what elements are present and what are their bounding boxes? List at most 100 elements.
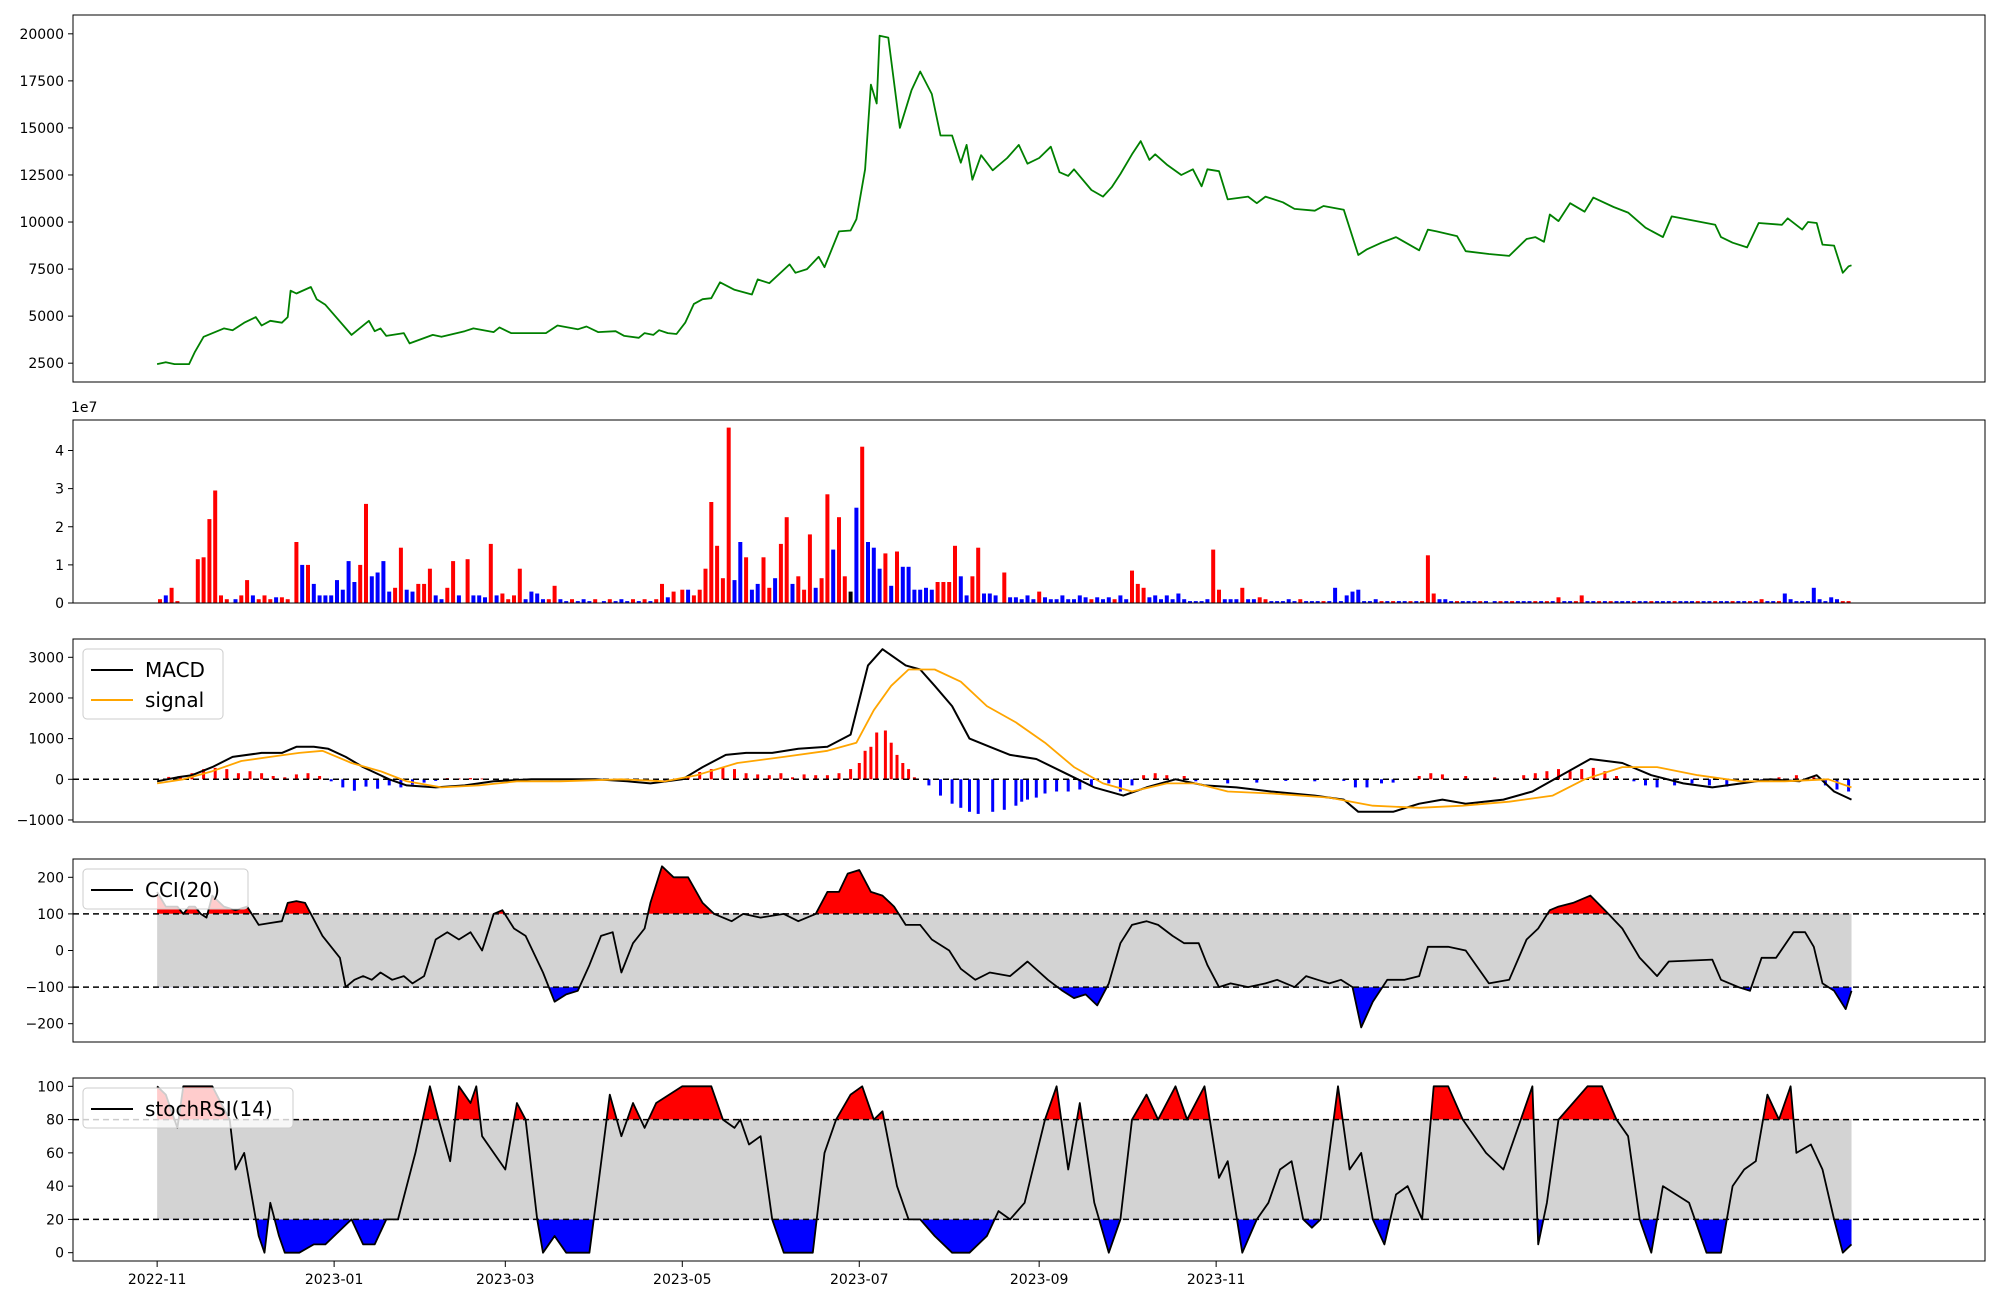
- volume-bar: [445, 587, 450, 604]
- volume-bar: [860, 446, 865, 603]
- volume-bar: [1106, 597, 1111, 603]
- volume-bar: [1304, 601, 1309, 603]
- volume-bar: [918, 589, 923, 603]
- volume-bar: [1602, 601, 1607, 603]
- volume-bar: [1643, 601, 1648, 603]
- volume-bar: [477, 595, 482, 603]
- histogram-bar: [779, 773, 783, 780]
- volume-bar: [1539, 601, 1544, 603]
- volume-bar: [1425, 555, 1430, 603]
- histogram-bar: [1391, 779, 1395, 783]
- volume-bar: [500, 593, 505, 603]
- histogram-bar: [1153, 773, 1157, 780]
- volume-bar: [1817, 599, 1822, 603]
- legend-label: stochRSI(14): [145, 1097, 273, 1121]
- volume-bar: [1391, 601, 1396, 603]
- volume-bar: [163, 595, 168, 603]
- volume-bar: [1147, 597, 1152, 603]
- volume-bar: [660, 583, 664, 603]
- histogram-bar: [1812, 777, 1816, 780]
- histogram-bar: [387, 779, 391, 786]
- neutral-band: [157, 1119, 1852, 1220]
- oversold-fill: [157, 1219, 1852, 1253]
- volume-bar: [993, 595, 998, 603]
- volume-bar: [837, 517, 841, 603]
- histogram-bar: [236, 773, 240, 780]
- histogram-bar: [1284, 779, 1288, 781]
- histogram-bar: [1417, 776, 1421, 780]
- volume-bar: [381, 561, 386, 603]
- volume-bar: [1504, 601, 1509, 603]
- histogram-bar: [213, 767, 217, 780]
- volume-bar: [720, 578, 725, 603]
- volume-bar: [987, 593, 992, 603]
- y-tick-label: 200: [37, 870, 64, 886]
- volume-bar: [564, 601, 569, 603]
- histogram-bar: [1342, 779, 1346, 781]
- volume-bar: [1286, 599, 1291, 603]
- volume-bar: [207, 519, 212, 603]
- x-tick-label: 2023-09: [1010, 1272, 1069, 1288]
- histogram-bar: [1603, 771, 1607, 780]
- volume-bar: [369, 576, 374, 603]
- histogram-bar: [1142, 775, 1146, 780]
- volume-bar: [715, 545, 720, 603]
- histogram-bar: [663, 779, 667, 781]
- volume-bar: [581, 599, 586, 603]
- volume-bar: [1385, 601, 1390, 603]
- histogram-bar: [767, 775, 771, 780]
- volume-bar: [268, 599, 273, 603]
- volume-bar: [364, 503, 368, 603]
- histogram-bar: [857, 763, 861, 780]
- panel-cci: CCI(20) −200 −100 0 100 200: [26, 858, 1986, 1043]
- histogram-bar: [469, 778, 472, 780]
- volume-bar: [1672, 601, 1677, 603]
- volume-bar: [201, 557, 206, 604]
- histogram-bar: [1615, 776, 1618, 780]
- histogram-bar: [225, 769, 229, 780]
- volume-bar: [1573, 601, 1578, 603]
- volume-bar: [219, 595, 223, 603]
- y-tick-label: 10000: [19, 215, 64, 231]
- volume-bar: [1048, 599, 1053, 603]
- volume-bar: [648, 601, 653, 603]
- volume-bar: [1176, 593, 1181, 603]
- volume-bar: [1269, 601, 1274, 603]
- volume-bar: [1060, 595, 1065, 603]
- volume-bar: [970, 576, 975, 603]
- volume-bar: [593, 599, 598, 603]
- volume-bar: [871, 547, 876, 603]
- volume-bar: [1205, 599, 1210, 603]
- volume-bar: [654, 599, 659, 603]
- volume-bar: [340, 589, 345, 603]
- volume-bar: [825, 494, 830, 603]
- volume-bar: [636, 601, 641, 603]
- volume-bar: [1753, 601, 1758, 603]
- y-tick-label: 1000: [28, 732, 64, 748]
- volume-bar: [697, 589, 702, 603]
- legend-box: [82, 1087, 294, 1129]
- volume-bar: [471, 595, 476, 603]
- volume-bar: [1315, 601, 1320, 603]
- volume-bar: [1089, 599, 1094, 603]
- histogram-bar: [318, 776, 322, 780]
- histogram-bar: [1118, 779, 1122, 792]
- histogram-bar: [733, 769, 736, 780]
- volume-bar: [947, 582, 952, 603]
- volume-bar: [439, 599, 444, 603]
- legend-label: CCI(20): [145, 878, 220, 902]
- volume-bar: [877, 568, 882, 603]
- histogram-bar: [1673, 779, 1677, 786]
- volume-bar: [625, 601, 630, 603]
- volume-bar: [158, 599, 162, 603]
- histogram-bar: [260, 773, 264, 780]
- histogram-bar: [271, 776, 275, 780]
- volume-bar: [300, 564, 305, 603]
- volume-bar: [1591, 601, 1596, 603]
- volume-bar: [506, 599, 511, 603]
- volume-bar: [1101, 599, 1105, 603]
- volume-bar: [854, 507, 859, 603]
- volume-bar: [935, 582, 940, 603]
- volume-bar: [1275, 601, 1280, 603]
- volume-bar: [427, 568, 432, 603]
